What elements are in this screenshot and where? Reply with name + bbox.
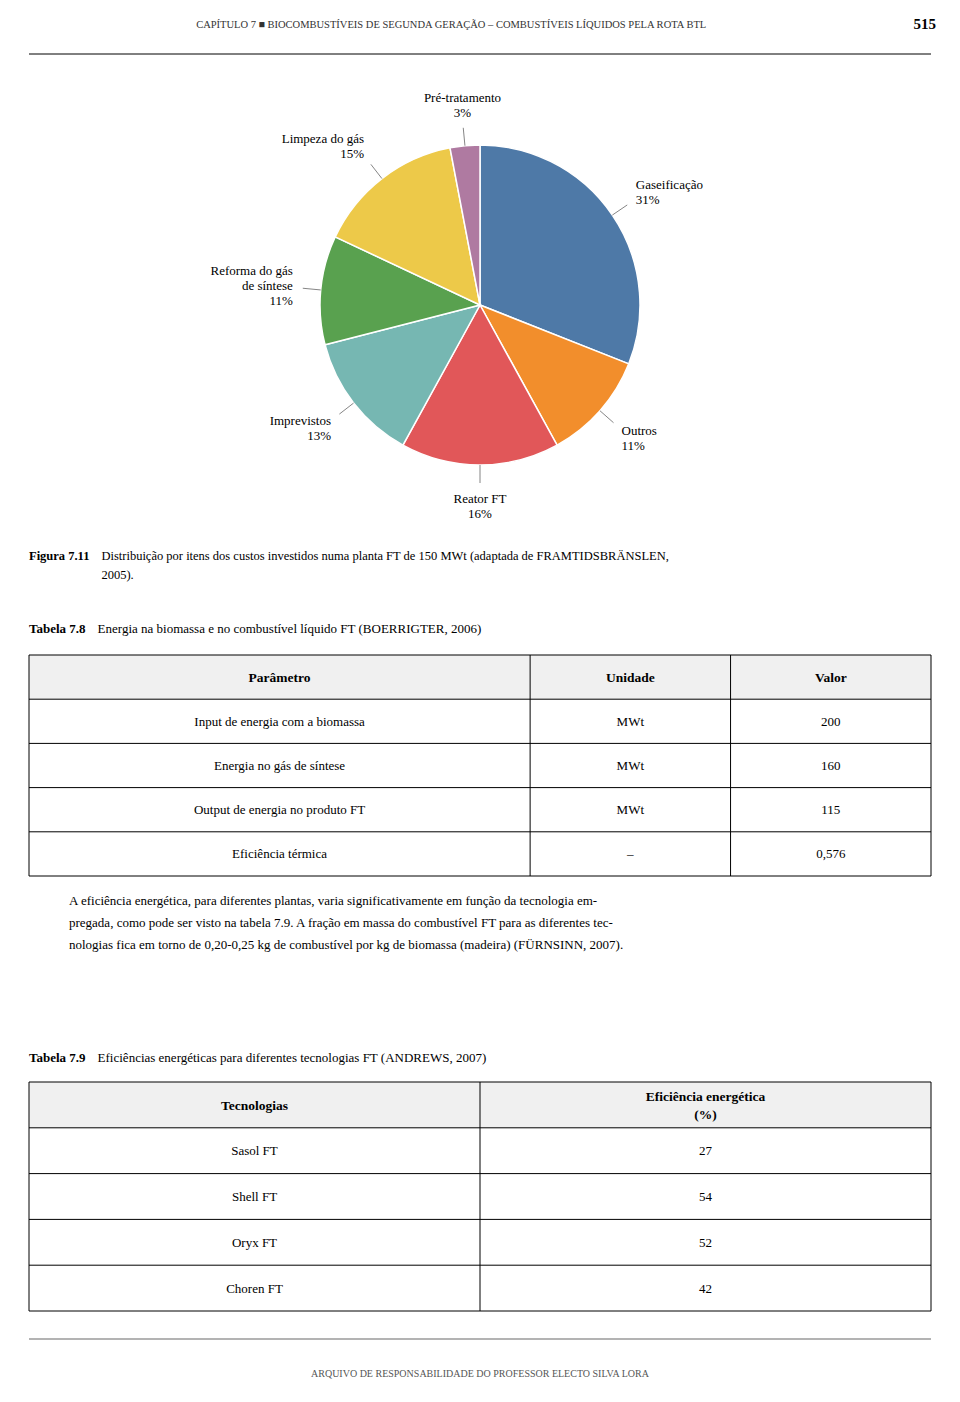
slice-value-label: 3% — [454, 105, 472, 120]
slice-label: Outros — [622, 423, 657, 438]
slice-value-label: 11% — [622, 438, 646, 453]
text-line: nologias fica em torno de 0,20-0,25 kg d… — [69, 937, 623, 952]
table-rule — [931, 655, 932, 876]
leader-line — [303, 288, 321, 290]
text-line: Pré-tratamento — [424, 90, 501, 105]
leader-line — [612, 205, 627, 215]
table-cell: MWt — [617, 802, 645, 817]
table-header: Tecnologias — [221, 1097, 288, 1112]
table-header: Valor — [815, 670, 847, 685]
table-header: Eficiência energética (%) — [646, 1088, 766, 1121]
leader-line — [600, 411, 614, 423]
slice-value-label: 13% — [307, 428, 331, 443]
table-rule — [730, 655, 731, 876]
table-cell: Eficiência térmica — [232, 846, 327, 861]
slice-value-label: 16% — [468, 506, 492, 521]
text-line: Imprevistos — [270, 413, 331, 428]
table-cell: 115 — [821, 802, 840, 817]
table-cell: Input de energia com a biomassa — [194, 714, 365, 729]
table-title: Eficiências energéticas para diferentes … — [98, 1050, 487, 1065]
table-rule — [29, 655, 30, 876]
slice-label: Gaseificação — [636, 177, 703, 192]
table-label: Tabela 7.8 — [29, 621, 86, 636]
slice-label: Reforma do gásde síntese — [211, 263, 294, 293]
table-cell: 160 — [821, 758, 841, 773]
slice-value-label: 15% — [340, 146, 364, 161]
text-line: pregada, como pode ser visto na tabela 7… — [69, 915, 613, 930]
table-header: Unidade — [606, 670, 655, 685]
text-line: (%) — [694, 1106, 717, 1121]
page-title: CAPÍTULO 7 ■ BIOCOMBUSTÍVEIS DE SEGUNDA … — [196, 19, 706, 30]
caption-text: Distribuição por itens dos custos invest… — [101, 549, 668, 582]
page-number: 515 — [914, 16, 937, 32]
table-header-bg — [29, 655, 931, 699]
pie-labels: Gaseificação31%Outros11%Reator FT16%Impr… — [211, 90, 703, 521]
text-line: Reforma do gás — [211, 263, 293, 278]
table-cell: MWt — [617, 714, 645, 729]
table-rule — [29, 699, 931, 700]
slice-label: Pré-tratamento — [424, 90, 501, 105]
slice-label: Imprevistos — [270, 413, 331, 428]
text-line: de síntese — [242, 278, 293, 293]
table-cell: 200 — [821, 714, 841, 729]
text-line: Parâmetro — [249, 670, 311, 685]
table-rule — [29, 743, 931, 744]
table-cell: MWt — [617, 758, 645, 773]
text-line: Reator FT — [453, 491, 506, 506]
leader-line — [480, 465, 481, 483]
leader-line — [339, 403, 353, 414]
table-title: Energia na biomassa e no combustível líq… — [98, 621, 482, 636]
footer: ARQUIVO DE RESPONSABILIDADE DO PROFESSOR… — [311, 1368, 650, 1379]
slice-value-label: 11% — [269, 293, 293, 308]
table-rule — [29, 1082, 30, 1311]
slice-label: Reator FT — [453, 491, 506, 506]
text-line: Valor — [815, 670, 847, 685]
table-cell: Choren FT — [226, 1281, 283, 1296]
leader-line — [463, 128, 465, 146]
table-cell: Sasol FT — [231, 1143, 278, 1158]
text-line: Outros — [622, 423, 657, 438]
table-rule — [29, 876, 931, 877]
text-line: A eficiência energética, para diferentes… — [69, 893, 597, 908]
table-cell: Energia no gás de síntese — [214, 758, 345, 773]
table-label: Tabela 7.9 — [29, 1050, 86, 1065]
table-cell: Oryx FT — [232, 1235, 277, 1250]
table-cell: 52 — [699, 1235, 712, 1250]
paragraph: A eficiência energética, para diferentes… — [69, 893, 623, 952]
text-line: Unidade — [606, 670, 655, 685]
table-rule — [480, 1082, 481, 1311]
table-cell: Output de energia no produto FT — [194, 802, 365, 817]
pie-slice — [450, 145, 480, 305]
table-rule — [29, 831, 931, 832]
text-line: Eficiência energética — [646, 1088, 766, 1103]
text-line: Limpeza do gás — [282, 131, 364, 146]
table: Parâmetro Unidade Valor Input de energia co… — [29, 655, 931, 876]
table-rule — [530, 655, 531, 876]
table-rule — [29, 787, 931, 788]
slice-label: Limpeza do gás — [282, 131, 364, 146]
table-cell: Shell FT — [232, 1189, 277, 1204]
footer-rule — [29, 1339, 931, 1340]
pie — [320, 145, 640, 465]
page: CAPÍTULO 7 ■ BIOCOMBUSTÍVEIS DE SEGUNDA … — [0, 0, 960, 1402]
text-line: Gaseificação — [636, 177, 703, 192]
table-cell: 0,576 — [816, 846, 846, 861]
text-line: Tecnologias — [221, 1097, 288, 1112]
caption-label: Figura 7.11 — [29, 549, 89, 563]
table: Tecnologias Eficiência energética (%) Sasol… — [29, 1082, 931, 1311]
text-line: 2005). — [101, 568, 133, 582]
table-cell: – — [626, 846, 634, 861]
table-cell: 27 — [699, 1143, 713, 1158]
slice-value-label: 31% — [636, 192, 660, 207]
table-rule — [29, 655, 931, 656]
table-cell: 42 — [699, 1281, 712, 1296]
leader-line — [371, 164, 382, 178]
header-rule — [29, 54, 931, 55]
text-line: Distribuição por itens dos custos invest… — [101, 549, 668, 563]
table-rule — [931, 1082, 932, 1311]
table-cell: 54 — [699, 1189, 713, 1204]
table-header: Parâmetro — [249, 670, 311, 685]
